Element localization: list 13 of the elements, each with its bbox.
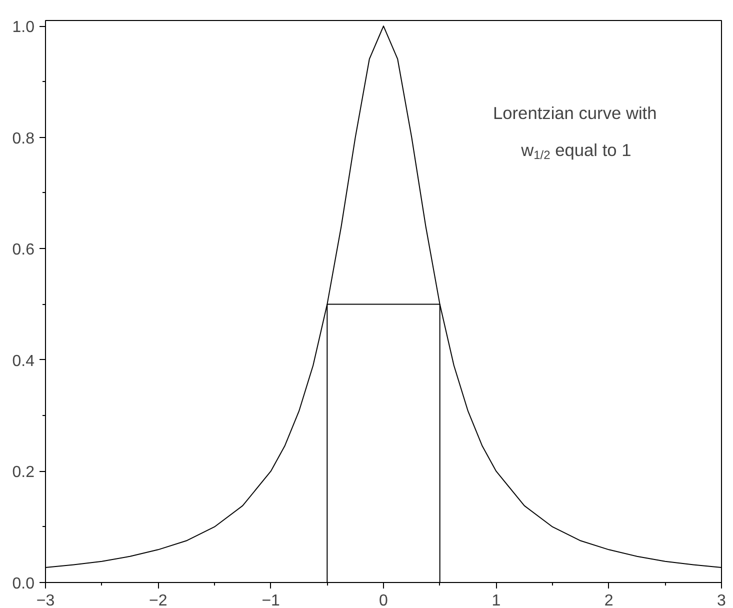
- y-tick-label: 0.4: [12, 352, 35, 370]
- y-tick-label: 0.6: [12, 242, 35, 259]
- x-tick-label: 2: [604, 592, 614, 608]
- x-tick-label: 3: [717, 592, 726, 608]
- x-tick-label: 0: [379, 592, 388, 608]
- x-tick-label: 1: [492, 592, 501, 608]
- x-tick-label: −3: [36, 592, 55, 608]
- x-tick-label: −1: [262, 592, 280, 608]
- y-tick-label: 0.2: [12, 464, 35, 482]
- y-tick-label: 0.0: [12, 576, 35, 592]
- x-tick-label: −2: [149, 592, 168, 608]
- y-tick-label: 0.8: [12, 130, 35, 148]
- y-tick-label: 1.0: [12, 19, 35, 36]
